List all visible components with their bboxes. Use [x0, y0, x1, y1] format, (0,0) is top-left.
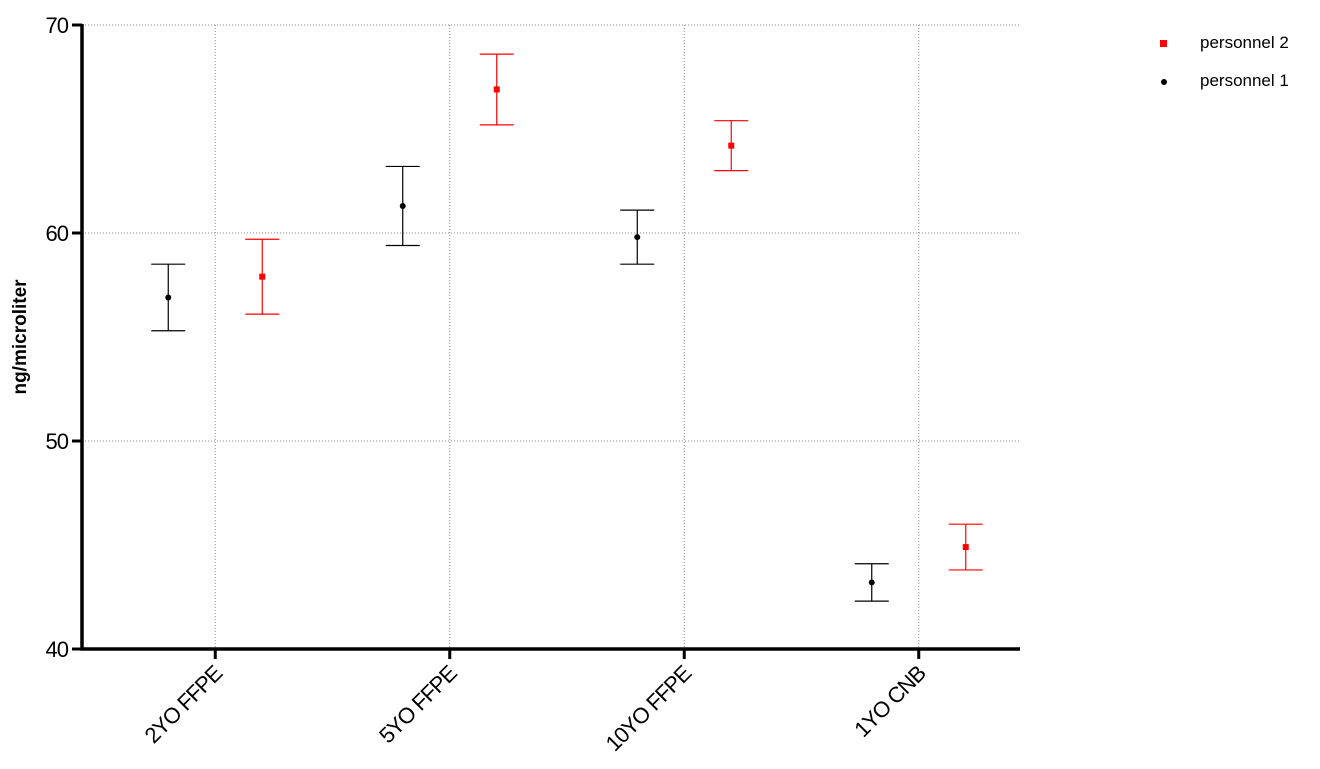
- data-points: [165, 86, 969, 586]
- grid-lines: [82, 24, 1020, 649]
- legend-label: personnel 2: [1200, 33, 1289, 52]
- data-point: [634, 234, 641, 241]
- data-point: [868, 579, 875, 586]
- black-dot-marker-icon: [1161, 79, 1167, 85]
- x-tick-label: 5YO FFPE: [374, 661, 461, 748]
- y-tick-label: 50: [46, 429, 69, 454]
- legend: personnel 2 personnel 1: [1158, 30, 1318, 106]
- data-point: [728, 142, 735, 149]
- data-point: [493, 86, 500, 93]
- y-axis-title: ng/microliter: [10, 279, 31, 395]
- y-tick-label: 40: [46, 637, 69, 662]
- y-tick-label: 60: [46, 221, 69, 246]
- data-point: [259, 273, 266, 280]
- data-point: [962, 544, 969, 551]
- legend-item-personnel-2: personnel 2: [1158, 30, 1318, 68]
- x-tick-label: 2YO FFPE: [140, 661, 227, 748]
- error-bars: [151, 53, 983, 602]
- x-tick-label: 10YO FFPE: [601, 661, 696, 756]
- red-square-marker-icon: [1160, 40, 1167, 47]
- data-point: [165, 294, 172, 301]
- legend-label: personnel 1: [1200, 71, 1289, 90]
- legend-item-personnel-1: personnel 1: [1158, 68, 1318, 106]
- x-tick-label: 1YO CNB: [849, 661, 930, 742]
- data-point: [399, 202, 406, 209]
- y-tick-label: 70: [46, 13, 69, 38]
- axes: [72, 23, 1020, 659]
